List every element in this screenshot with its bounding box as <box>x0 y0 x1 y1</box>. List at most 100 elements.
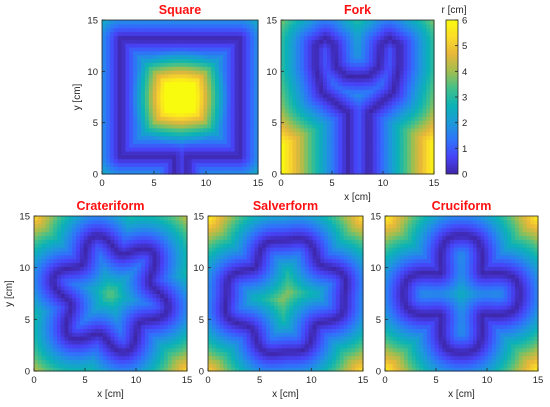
heatmap-cell <box>172 100 177 106</box>
heatmap-cell <box>319 147 324 152</box>
heatmap-cell <box>349 131 355 137</box>
heatmap-cell <box>376 147 382 152</box>
heatmap-cell <box>334 66 339 71</box>
heatmap-cell <box>171 227 177 233</box>
heatmap-cell <box>346 39 351 44</box>
heatmap-cell <box>326 58 332 63</box>
heatmap-cell <box>199 112 204 117</box>
heatmap-cell <box>422 100 427 106</box>
heatmap-cell <box>195 127 201 133</box>
heatmap-cell <box>121 158 126 164</box>
heatmap-cell <box>300 43 305 48</box>
heatmap-cell <box>430 166 435 171</box>
heatmap-cell <box>152 227 157 233</box>
heatmap-cell <box>156 363 161 368</box>
heatmap-cell <box>160 231 165 236</box>
heatmap-cell <box>303 158 309 164</box>
heatmap-cell <box>105 50 111 56</box>
heatmap-cell <box>167 216 173 221</box>
heatmap-cell <box>199 166 204 171</box>
heatmap-cell <box>199 123 204 129</box>
heatmap-cell <box>144 359 150 364</box>
heatmap-cell <box>357 66 362 71</box>
heatmap-cell <box>376 77 382 83</box>
heatmap-cell <box>422 62 427 67</box>
heatmap-cell <box>288 73 294 79</box>
heatmap-cell <box>426 135 431 140</box>
heatmap-cell <box>254 43 259 48</box>
heatmap-cell <box>106 343 112 349</box>
heatmap-cell <box>152 351 157 357</box>
heatmap-cell <box>183 289 188 295</box>
heatmap-cell <box>411 120 416 125</box>
heatmap-cell <box>311 123 317 129</box>
heatmap-cell <box>148 135 154 140</box>
heatmap-cell <box>242 81 247 87</box>
heatmap-cell <box>117 81 123 87</box>
heatmap-cell <box>334 108 339 113</box>
heatmap-cell <box>148 359 154 364</box>
heatmap-cell <box>114 254 119 260</box>
heatmap-cell <box>303 62 309 67</box>
heatmap-cell <box>426 35 431 40</box>
heatmap-cell <box>226 100 232 106</box>
heatmap-cell <box>430 50 435 56</box>
heatmap-cell <box>187 62 193 67</box>
heatmap-cell <box>191 70 197 75</box>
heatmap-cell <box>105 162 111 167</box>
heatmap-cell <box>395 66 401 71</box>
heatmap-cell <box>156 127 162 133</box>
heatmap-cell <box>365 27 370 33</box>
heatmap-cell <box>349 123 355 129</box>
heatmap-cell <box>56 235 62 240</box>
heatmap-cell <box>37 243 43 248</box>
heatmap-cell <box>242 62 247 67</box>
heatmap-cell <box>211 305 217 310</box>
heatmap-cell <box>384 116 389 121</box>
heatmap-cell <box>152 123 158 129</box>
heatmap-cell <box>226 50 232 56</box>
heatmap-cell <box>207 97 212 102</box>
heatmap-cell <box>300 127 305 133</box>
heatmap-cell <box>137 70 142 75</box>
heatmap-cell <box>319 158 324 164</box>
heatmap-cell <box>199 97 204 102</box>
heatmap-cell <box>60 289 66 295</box>
heatmap-cell <box>180 20 185 25</box>
heatmap-cell <box>303 27 309 33</box>
heatmap-cell <box>160 227 165 233</box>
heatmap-cell <box>144 150 150 156</box>
heatmap-cell <box>156 104 162 110</box>
heatmap-cell <box>349 81 355 87</box>
heatmap-cell <box>137 108 142 113</box>
heatmap-cell <box>167 239 173 244</box>
heatmap-cell <box>164 158 169 164</box>
heatmap-cell <box>133 281 138 287</box>
heatmap-cell <box>191 62 197 67</box>
heatmap-cell <box>349 108 355 113</box>
heatmap-cell <box>137 127 142 133</box>
heatmap-cell <box>91 343 96 349</box>
heatmap-cell <box>121 143 126 148</box>
heatmap-cell <box>414 108 420 113</box>
heatmap-cell <box>207 50 212 56</box>
heatmap-cell <box>125 58 130 63</box>
heatmap-cell <box>292 43 297 48</box>
heatmap-cell <box>148 355 154 360</box>
heatmap-cell <box>346 100 351 106</box>
heatmap-cell <box>330 166 336 171</box>
heatmap-cell <box>411 147 416 152</box>
heatmap-cell <box>292 139 297 144</box>
heatmap-cell <box>121 250 127 256</box>
heatmap-cell <box>125 43 130 48</box>
heatmap-cell <box>211 343 217 349</box>
heatmap-cell <box>125 93 130 98</box>
heatmap-cell <box>113 62 119 67</box>
heatmap-cell <box>211 166 216 171</box>
heatmap-cell <box>156 274 161 279</box>
heatmap-cell <box>303 100 309 106</box>
heatmap-cell <box>87 216 92 221</box>
heatmap-cell <box>403 46 408 52</box>
heatmap-cell <box>53 216 58 221</box>
heatmap-cell <box>164 54 169 60</box>
